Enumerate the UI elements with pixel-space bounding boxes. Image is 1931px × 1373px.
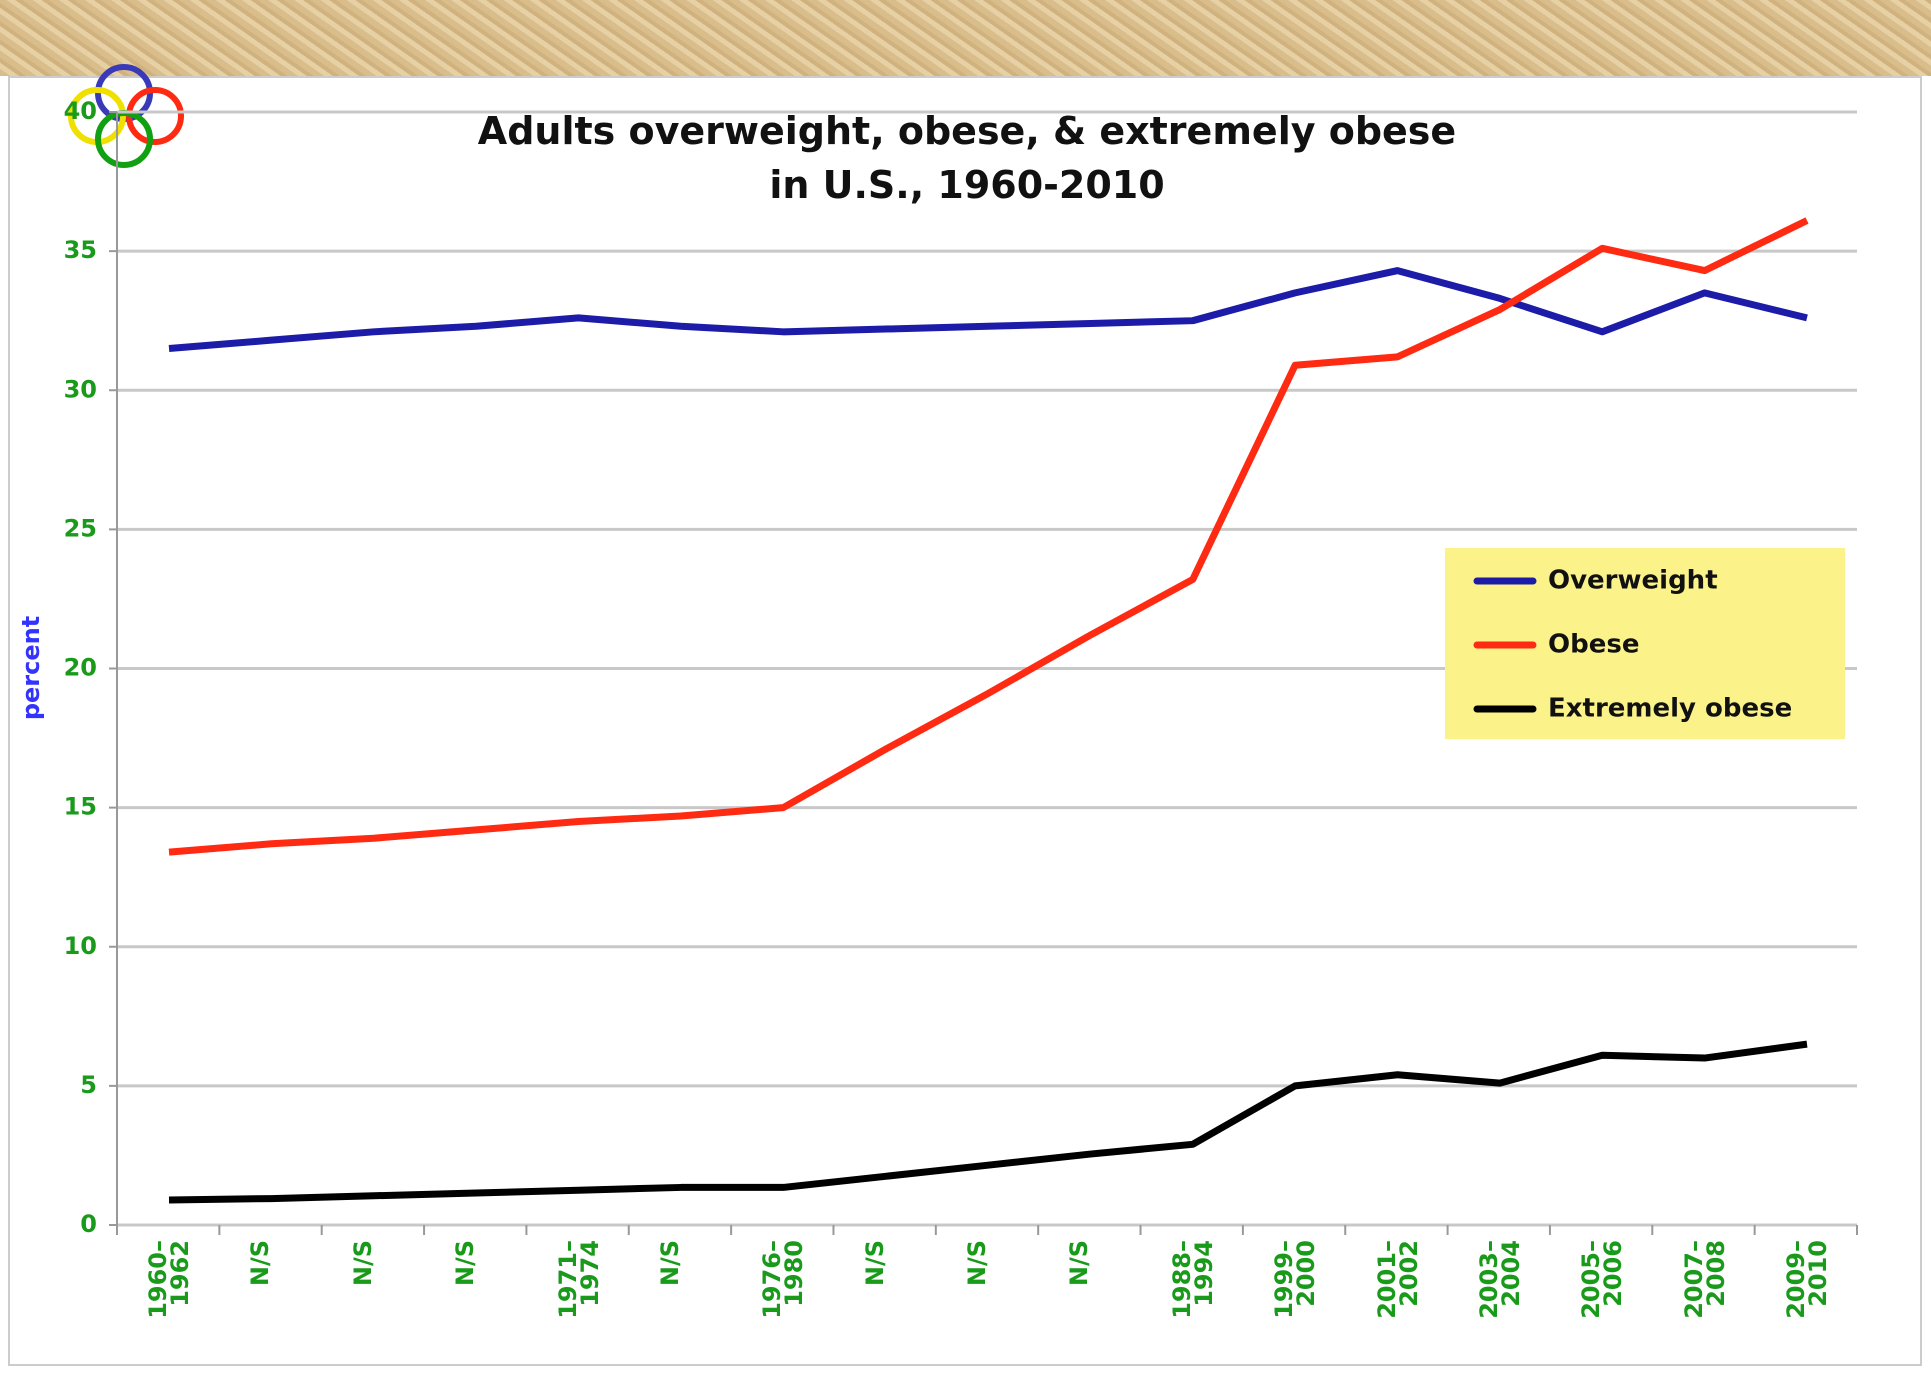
y-tick-label: 20 — [64, 654, 97, 682]
chart-frame — [8, 76, 1922, 1366]
x-tick-label: N/S — [451, 1240, 480, 1287]
series-line — [168, 1040, 1808, 1204]
y-tick-label: 10 — [64, 932, 97, 960]
x-tick-label: N/S — [246, 1240, 275, 1287]
x-tick-label: 2007– 2008 — [1679, 1240, 1730, 1319]
x-tick-label: N/S — [348, 1240, 377, 1287]
legend-label: Extremely obese — [1548, 694, 1792, 724]
series-line — [168, 267, 1808, 353]
x-tick-label: 1971– 1974 — [553, 1240, 604, 1319]
y-tick-label: 0 — [80, 1210, 97, 1238]
x-tick-label: 2003– 2004 — [1474, 1240, 1525, 1319]
y-axis-label: percent — [17, 616, 45, 720]
x-tick-label: N/S — [1065, 1240, 1094, 1287]
x-tick-label: 1999– 2000 — [1270, 1240, 1321, 1319]
x-tick-label: 2001– 2002 — [1372, 1240, 1423, 1319]
x-tick-label: 1976– 1980 — [758, 1240, 809, 1319]
y-tick-label: 40 — [64, 97, 97, 125]
x-tick-label: 2009– 2010 — [1782, 1240, 1832, 1319]
series-line — [168, 217, 1809, 856]
header-band — [0, 0, 1931, 76]
legend-label: Obese — [1548, 630, 1639, 660]
x-tick-label: N/S — [655, 1240, 684, 1287]
y-tick-label: 30 — [64, 375, 97, 403]
y-tick-label: 5 — [80, 1071, 97, 1099]
x-tick-label: 2005– 2006 — [1577, 1240, 1628, 1319]
y-tick-label: 25 — [64, 514, 97, 542]
x-tick-label: 1960– 1962 — [144, 1240, 194, 1319]
x-tick-label: 1988– 1994 — [1167, 1240, 1218, 1319]
y-tick-label: 15 — [64, 793, 97, 821]
y-tick-label: 35 — [64, 236, 97, 264]
legend-label: Overweight — [1548, 566, 1718, 596]
chart-title: Adults overweight, obese, & extremely ob… — [478, 109, 1456, 207]
x-tick-label: N/S — [963, 1240, 991, 1287]
x-tick-label: N/S — [860, 1240, 889, 1287]
